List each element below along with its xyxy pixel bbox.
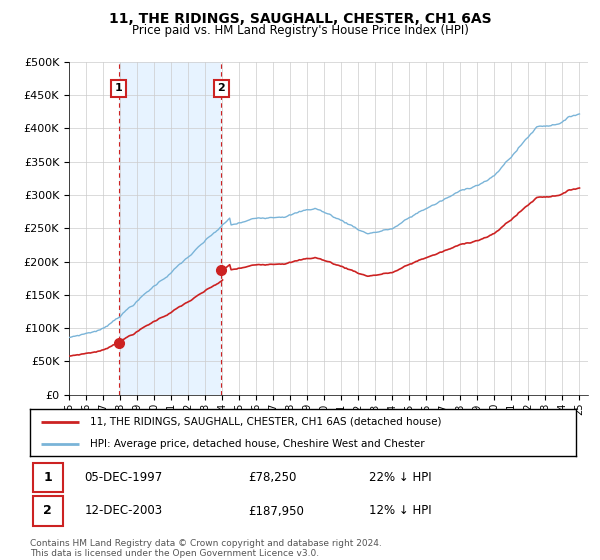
FancyBboxPatch shape bbox=[33, 496, 63, 525]
Text: 11, THE RIDINGS, SAUGHALL, CHESTER, CH1 6AS: 11, THE RIDINGS, SAUGHALL, CHESTER, CH1 … bbox=[109, 12, 491, 26]
Text: 2: 2 bbox=[43, 505, 52, 517]
Text: 11, THE RIDINGS, SAUGHALL, CHESTER, CH1 6AS (detached house): 11, THE RIDINGS, SAUGHALL, CHESTER, CH1 … bbox=[90, 417, 442, 427]
Text: 05-DEC-1997: 05-DEC-1997 bbox=[85, 471, 163, 484]
Text: 12-DEC-2003: 12-DEC-2003 bbox=[85, 505, 163, 517]
FancyBboxPatch shape bbox=[33, 463, 63, 492]
Text: 2: 2 bbox=[217, 83, 225, 94]
Text: 1: 1 bbox=[115, 83, 122, 94]
Text: Price paid vs. HM Land Registry's House Price Index (HPI): Price paid vs. HM Land Registry's House … bbox=[131, 24, 469, 36]
Bar bbox=[119, 62, 221, 395]
Text: £187,950: £187,950 bbox=[248, 505, 304, 517]
Text: HPI: Average price, detached house, Cheshire West and Chester: HPI: Average price, detached house, Ches… bbox=[90, 438, 425, 449]
Text: Contains HM Land Registry data © Crown copyright and database right 2024.
This d: Contains HM Land Registry data © Crown c… bbox=[30, 539, 382, 558]
Text: 12% ↓ HPI: 12% ↓ HPI bbox=[368, 505, 431, 517]
Text: 1: 1 bbox=[43, 471, 52, 484]
Text: 22% ↓ HPI: 22% ↓ HPI bbox=[368, 471, 431, 484]
Text: £78,250: £78,250 bbox=[248, 471, 297, 484]
